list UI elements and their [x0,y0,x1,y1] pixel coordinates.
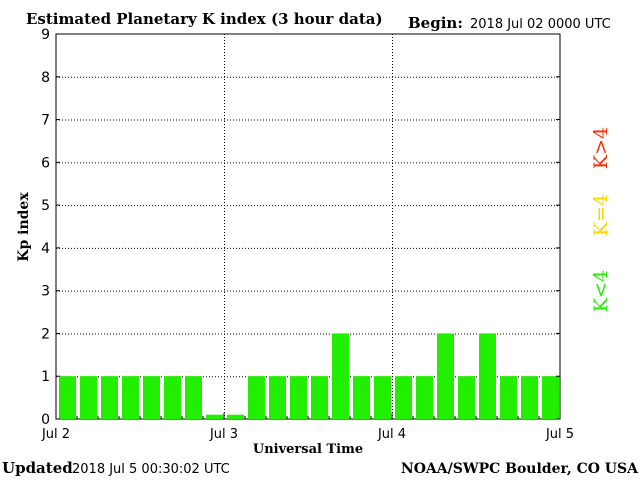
kp-bar [311,376,328,419]
updated-value: 2018 Jul 5 00:30:02 UTC [72,462,230,477]
y-axis-label: Kp index [16,192,32,262]
kp-bar [143,376,160,419]
kp-bar [227,414,244,419]
y-axis-ticks: 0 1 2 3 4 5 6 7 8 9 [41,27,560,428]
x-tick-label: Jul 5 [545,427,574,442]
kp-bar [269,376,286,419]
kp-bar [395,376,412,419]
kp-bar [101,376,118,419]
x-axis-label: Universal Time [253,442,363,457]
kp-bar [206,414,223,419]
legend-k-equal-4: K=4 [590,194,612,236]
kp-bar [521,376,538,419]
kp-bar [290,376,307,419]
kp-bar [164,376,181,419]
y-tick-label: 7 [41,113,50,129]
y-tick-label: 3 [41,284,50,300]
source-credit: NOAA/SWPC Boulder, CO USA [401,461,639,477]
y-tick-label: 8 [41,70,50,86]
k-legend: K>4 K=4 K<4 [590,127,612,312]
kp-bar [437,333,454,419]
x-tick-label: Jul 3 [209,427,238,442]
kp-bar [353,376,370,419]
y-tick-label: 2 [41,326,50,342]
kp-bar [122,376,139,419]
kp-bar [185,376,202,419]
y-tick-label: 9 [41,27,50,43]
x-tick-label: Jul 4 [377,427,406,442]
kp-bar [542,376,559,419]
legend-k-greater-4: K>4 [590,127,612,169]
kp-bar [332,333,349,419]
y-tick-label: 5 [41,198,50,214]
y-tick-label: 4 [41,241,50,257]
legend-k-less-4: K<4 [590,270,612,312]
updated-label: Updated [2,459,73,477]
kp-bars [59,333,559,419]
begin-value: 2018 Jul 02 0000 UTC [470,17,611,32]
x-axis-ticks: Jul 2 Jul 3 Jul 4 Jul 5 [41,413,574,442]
kp-bar [479,333,496,419]
kp-bar [458,376,475,419]
y-tick-label: 1 [41,369,50,385]
y-tick-label: 6 [41,155,50,171]
x-tick-label: Jul 2 [41,427,70,442]
kp-bar [416,376,433,419]
kp-bar [59,376,76,419]
grid-lines [56,34,560,419]
kp-bar [80,376,97,419]
kp-bar [500,376,517,419]
kp-bar [374,376,391,419]
y-tick-label: 0 [41,412,50,428]
begin-label: Begin: [408,14,463,32]
chart-title: Estimated Planetary K index (3 hour data… [26,10,383,28]
kp-bar [248,376,265,419]
